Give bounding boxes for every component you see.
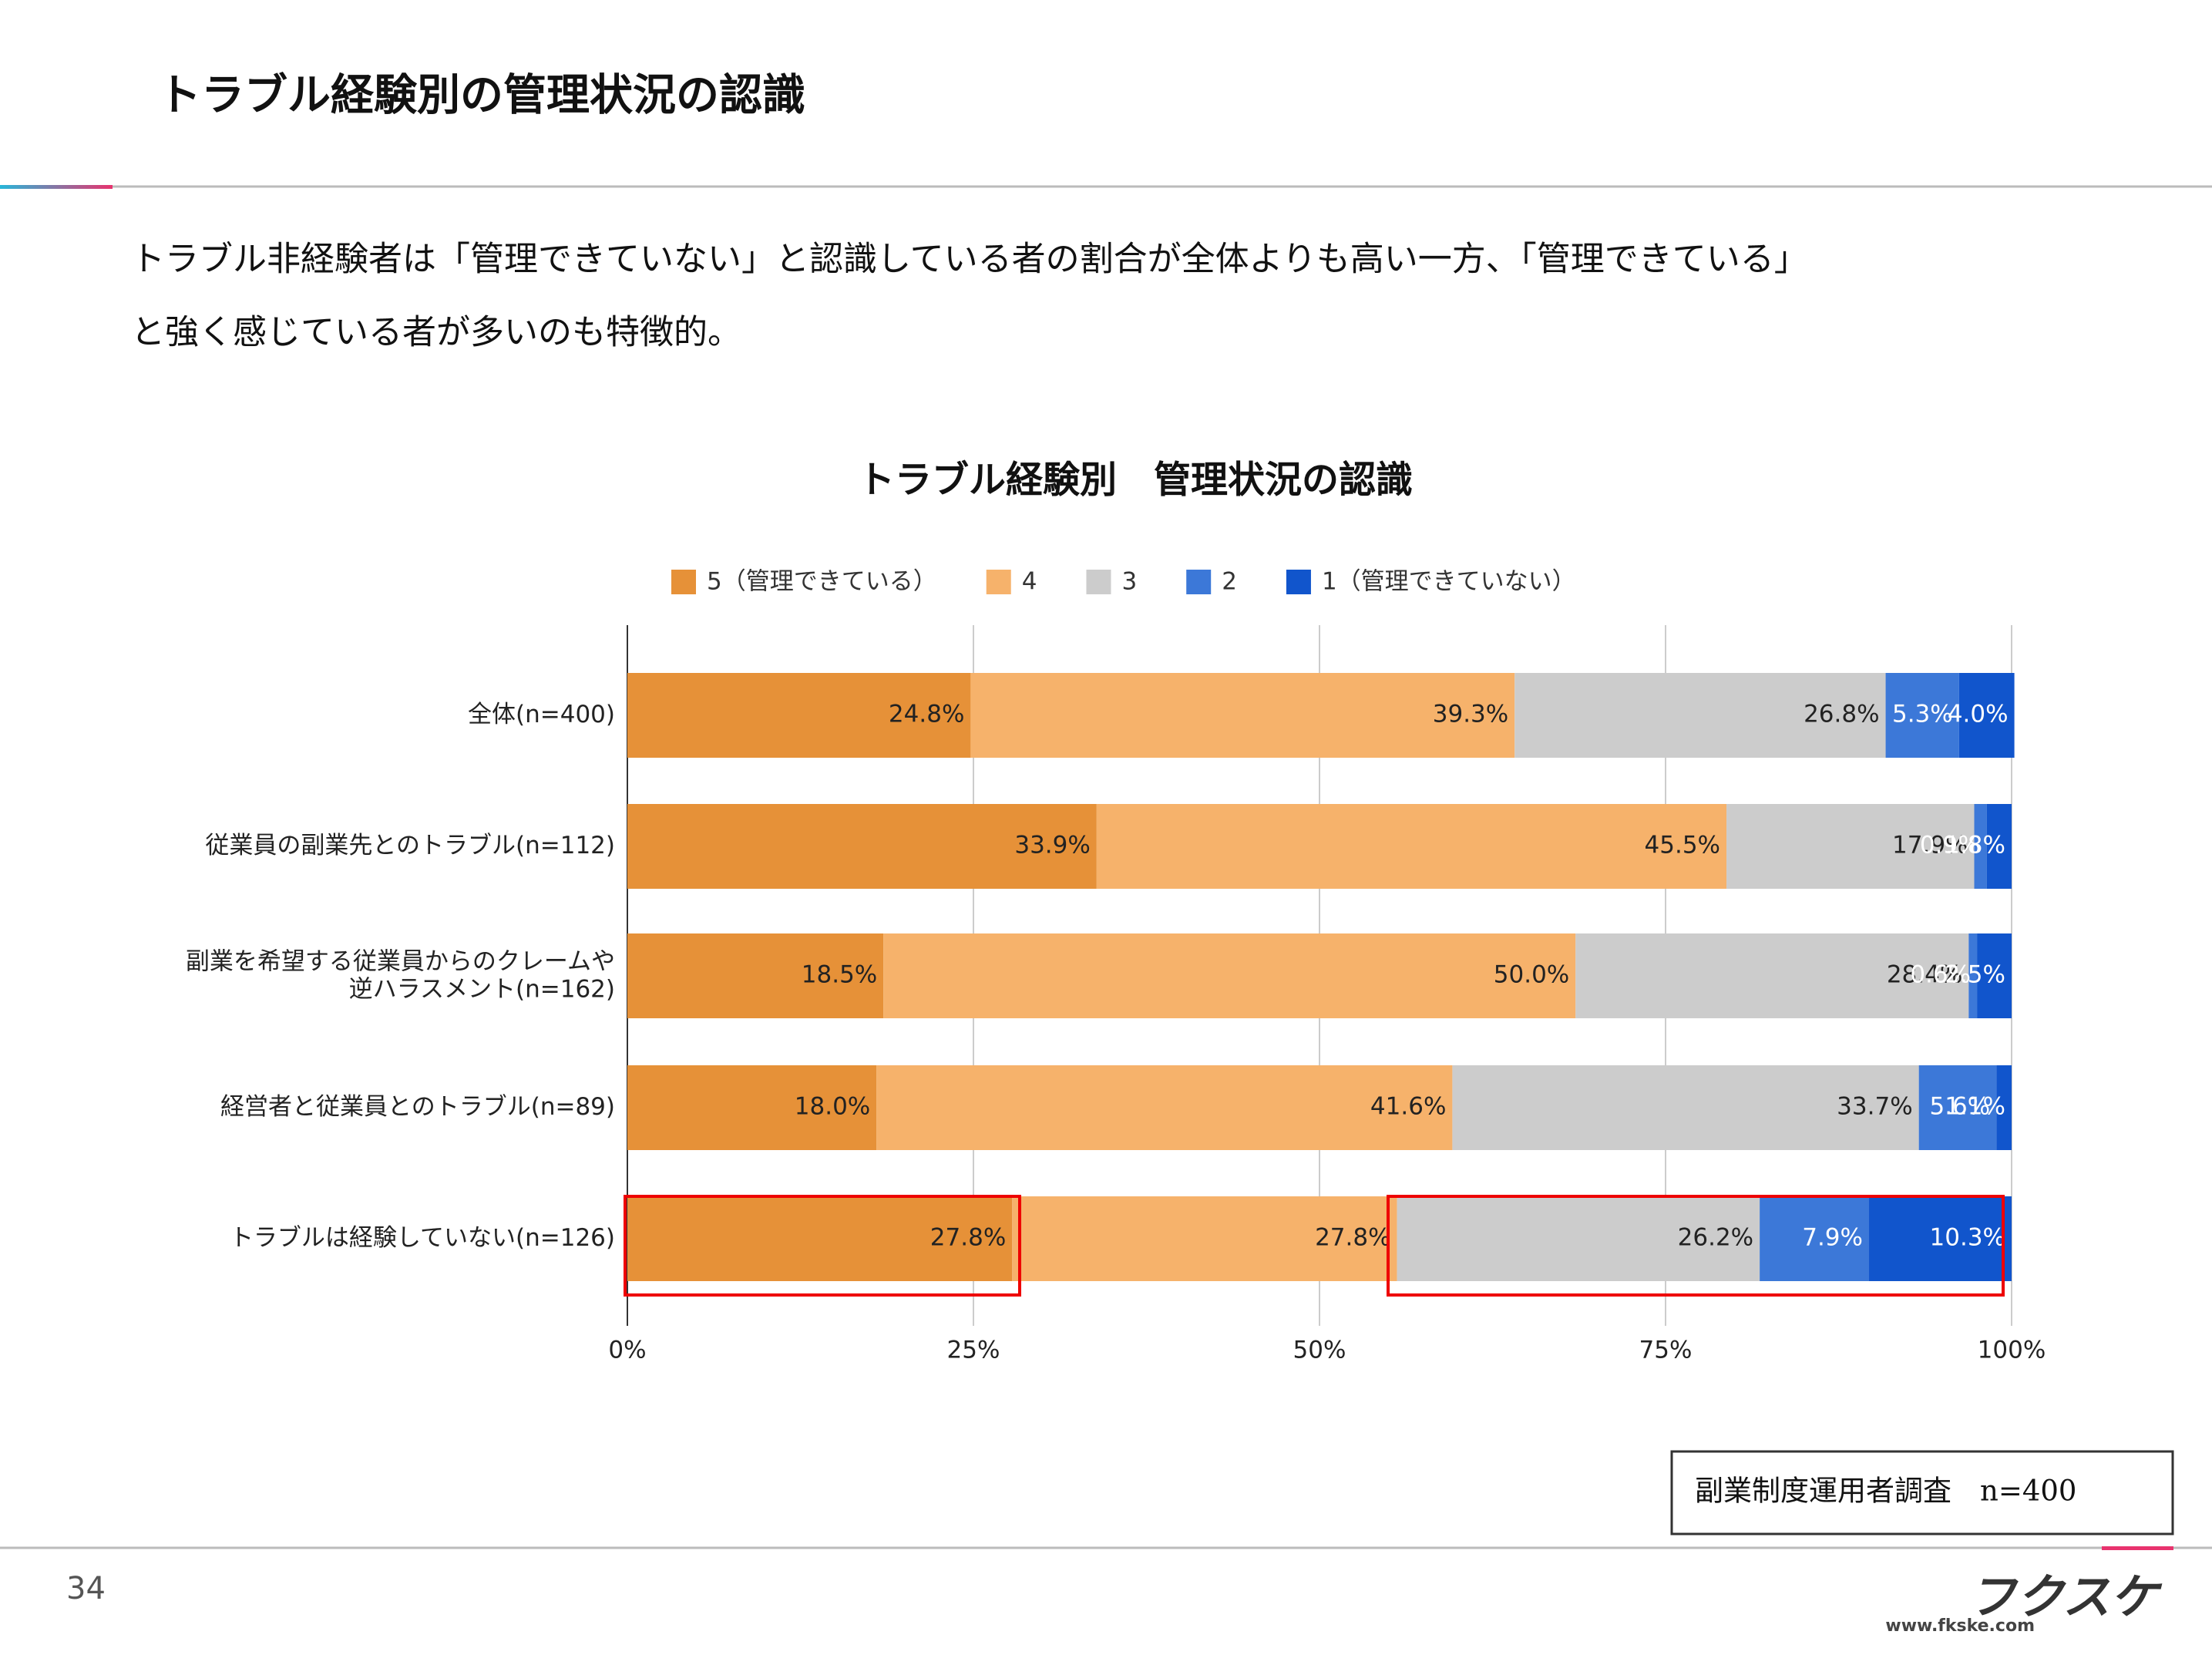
data-label: 50.0% <box>1494 961 1569 989</box>
highlight-box <box>624 1195 1021 1297</box>
y-tick-label: 副業を希望する従業員からのクレームや逆ハラスメント(n=162) <box>185 947 615 1003</box>
bar-segment <box>1958 673 2015 758</box>
data-label: 17.9% <box>1892 832 1968 859</box>
plot: 0% 25% 50% 75% 100% 5（管理できている） 4 3 2 1（管理できていない） 2… <box>608 568 2046 1364</box>
bar-segment <box>1869 1196 2012 1281</box>
bar-segment <box>1968 933 1978 1018</box>
chart-title: トラブル経験別 管理状況の認識 <box>858 459 1413 502</box>
bar-segment <box>1452 1065 1919 1150</box>
data-label: 5.3% <box>1892 701 1953 728</box>
bar-segment <box>1514 673 1886 758</box>
logo: フクスケ <box>1968 1569 2163 1625</box>
x-tick-label: 100% <box>1978 1337 2046 1364</box>
legend-swatch <box>1186 570 1212 594</box>
bar-segment <box>627 1196 1013 1281</box>
data-label: 41.6% <box>1370 1093 1446 1121</box>
bar-segment <box>627 673 971 758</box>
highlight-box <box>1387 1195 2005 1297</box>
data-label: 18.0% <box>795 1093 870 1121</box>
bar-segment <box>1918 1065 1997 1150</box>
legend-label: 5（管理できている） <box>707 568 937 596</box>
bar-segment <box>627 933 884 1018</box>
data-label: 26.8% <box>1804 701 1879 728</box>
legend-swatch <box>1286 570 1311 594</box>
description-line: と強く感じている者が多いのも特徴的。 <box>131 313 741 352</box>
bar-segment <box>876 1065 1453 1150</box>
data-label: 33.7% <box>1837 1093 1912 1121</box>
header-accent <box>0 185 113 189</box>
data-label: 7.9% <box>1802 1224 1863 1252</box>
data-label: 2.5% <box>1945 961 2005 989</box>
bar-segment <box>1575 933 1969 1018</box>
note: 副業制度運用者調査 n=400 <box>1695 1475 2076 1508</box>
description-line: トラブル非経験者は「管理できていない」と認識している者の割合が全体よりも高い一方… <box>131 240 1808 279</box>
legend-swatch <box>986 570 1011 594</box>
x-tick-label: 0% <box>608 1337 646 1364</box>
x-tick-label: 25% <box>947 1337 1000 1364</box>
data-label: 24.8% <box>889 701 964 728</box>
bar-segment <box>883 933 1576 1018</box>
legend-swatch <box>1086 570 1111 594</box>
url: www.fkske.com <box>1885 1616 2035 1636</box>
data-label: 26.2% <box>1678 1224 1753 1252</box>
data-label: 45.5% <box>1645 832 1720 859</box>
x-tick-label: 50% <box>1293 1337 1346 1364</box>
data-label: 5.6% <box>1929 1093 1990 1121</box>
data-label: 0.9% <box>1920 832 1981 859</box>
data-label: 27.8% <box>1315 1224 1390 1252</box>
bar-segment <box>1996 1065 2012 1150</box>
data-label: 10.3% <box>1930 1224 2005 1252</box>
bar-segment <box>627 804 1097 889</box>
bar-segment <box>1096 804 1727 889</box>
y-tick-label: 従業員の副業先とのトラブル(n=112) <box>205 832 615 860</box>
legend-label: 3 <box>1121 568 1137 596</box>
bar-segment <box>1974 804 1987 889</box>
legend-swatch <box>671 570 696 594</box>
bar-segment <box>1885 673 1959 758</box>
legend-label: 2 <box>1222 568 1237 596</box>
data-label: 39.3% <box>1433 701 1508 728</box>
bar-segment <box>1760 1196 1870 1281</box>
y-tick-label: 経営者と従業員とのトラブル(n=89) <box>220 1093 615 1122</box>
data-label: 1.8% <box>1945 832 2005 859</box>
legend-label: 1（管理できていない） <box>1322 568 1576 596</box>
data-label: 27.8% <box>930 1224 1006 1252</box>
page-title: トラブル経験別の管理状況の認識 <box>158 70 805 121</box>
bar-segment <box>1012 1196 1397 1281</box>
note-box <box>1670 1450 2174 1536</box>
bar-segment <box>1397 1196 1760 1281</box>
data-label: 28.4% <box>1887 961 1962 989</box>
bar-segment <box>1986 804 2012 889</box>
data-label: 4.0% <box>1948 701 2009 728</box>
footer-accent <box>2102 1546 2173 1550</box>
data-label: 0.6% <box>1910 961 1971 989</box>
data-label: 18.5% <box>802 961 877 989</box>
bar-segment <box>1977 933 2012 1018</box>
y-tick-label: 全体(n=400) <box>468 701 615 729</box>
bar-segment <box>1726 804 1975 889</box>
bar-segment <box>970 673 1515 758</box>
data-label: 33.9% <box>1014 832 1090 859</box>
x-tick-label: 75% <box>1639 1337 1693 1364</box>
y-tick-label: トラブルは経験していない(n=126) <box>229 1224 615 1253</box>
bar-segment <box>627 1065 877 1150</box>
page-number: 34 <box>66 1571 106 1606</box>
legend-label: 4 <box>1022 568 1037 596</box>
data-label: 1.1% <box>1945 1093 2005 1121</box>
